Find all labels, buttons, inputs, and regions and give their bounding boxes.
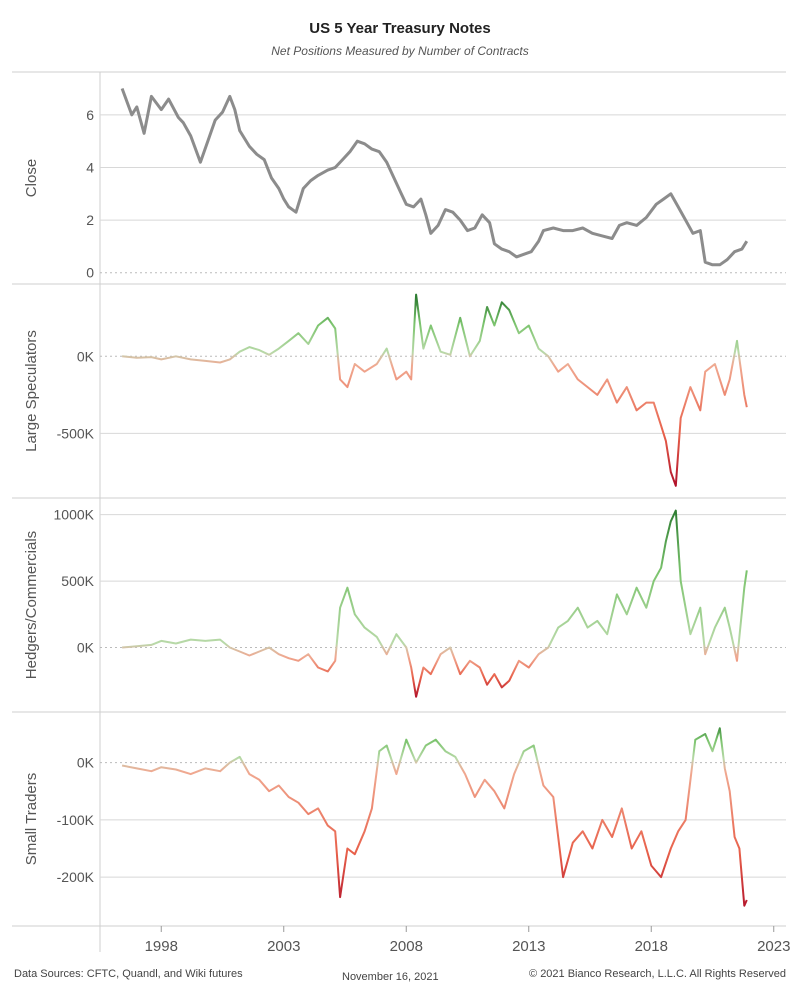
footer-copyright: © 2021 Bianco Research, L.L.C. All Right… <box>529 968 786 980</box>
y-axis-label: Close <box>23 159 40 197</box>
y-tick-label: 0K <box>77 640 95 656</box>
y-tick-label: 0K <box>77 348 95 364</box>
panel-4: 0K -100K -200K Small Traders <box>12 727 786 927</box>
chart-subtitle: Net Positions Measured by Number of Cont… <box>271 44 529 58</box>
x-tick-label: 2013 <box>512 938 545 955</box>
x-tick-label: 1998 <box>145 938 178 955</box>
series-line <box>121 727 748 907</box>
y-tick-label: 2 <box>86 212 94 228</box>
y-tick-label: 500K <box>61 573 94 589</box>
panel-3: 0K 500K 1000K Hedgers/Commercials <box>12 507 786 713</box>
series-line <box>121 293 748 487</box>
y-tick-label: -200K <box>57 869 95 885</box>
x-tick-label: 2023 <box>757 938 790 955</box>
chart-title: US 5 Year Treasury Notes <box>309 20 491 37</box>
series-line <box>120 87 749 267</box>
y-tick-label: -100K <box>57 812 95 828</box>
panel-1: 0 2 4 6 Close <box>12 87 786 285</box>
series-line <box>122 509 748 698</box>
panel-2: 0K -500K Large Speculators <box>12 293 786 499</box>
x-tick-label: 2008 <box>390 938 423 955</box>
footer-date: November 16, 2021 <box>342 971 439 983</box>
y-tick-label: 1000K <box>54 507 95 523</box>
x-tick-label: 2018 <box>635 938 668 955</box>
y-tick-label: 0K <box>77 755 95 771</box>
y-tick-label: 4 <box>86 159 94 175</box>
y-axis-label: Hedgers/Commercials <box>23 531 40 679</box>
y-tick-label: 6 <box>86 107 94 123</box>
y-axis-label: Small Traders <box>23 773 40 866</box>
x-tick-label: 2003 <box>267 938 300 955</box>
y-tick-label: 0 <box>86 265 94 281</box>
y-axis-label: Large Speculators <box>23 330 40 452</box>
footer-sources: Data Sources: CFTC, Quandl, and Wiki fut… <box>14 968 243 980</box>
y-tick-label: -500K <box>57 425 95 441</box>
